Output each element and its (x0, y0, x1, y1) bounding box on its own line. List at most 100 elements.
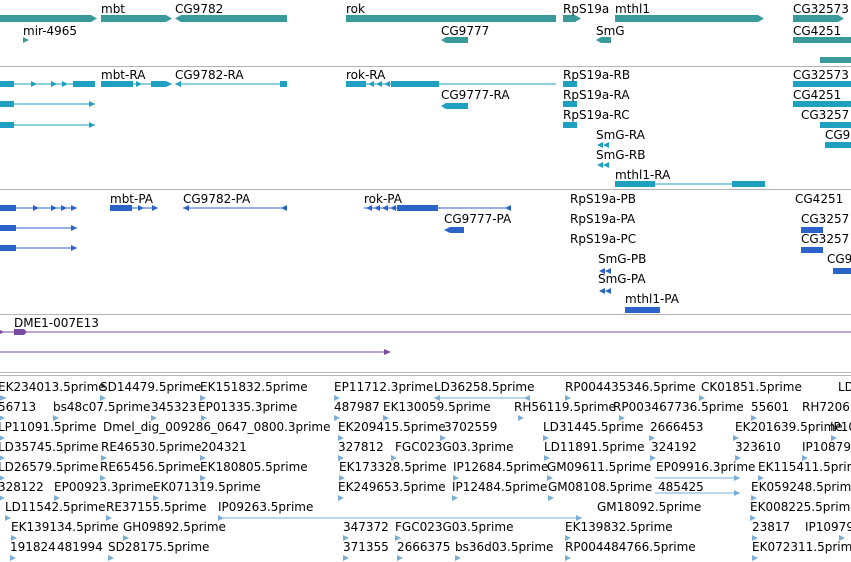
est-label[interactable]: bs48c07.5prime (53, 400, 151, 414)
gene-label[interactable]: RpS19a (563, 2, 610, 16)
gene-feature[interactable] (563, 15, 581, 22)
est-label[interactable]: EK139134.5prime (11, 520, 119, 534)
est-label[interactable]: 2666453 (650, 420, 704, 434)
est-label[interactable]: IP12484.5prime (452, 480, 548, 494)
protein-label[interactable]: RpS19a-PA (570, 212, 636, 226)
est-label[interactable]: IP10879 (802, 440, 851, 454)
est-label[interactable]: EP09916.3prime (656, 460, 756, 474)
est-label[interactable]: 345323 (151, 400, 197, 414)
est-label[interactable]: RP003467736.5prime (613, 400, 744, 414)
est-label[interactable]: 324192 (651, 440, 697, 454)
protein-label[interactable]: RpS19a-PC (570, 232, 637, 246)
gene-feature[interactable] (346, 15, 556, 22)
transcript-label[interactable]: SmG-RA (596, 128, 645, 142)
est-label[interactable]: LP11091.5prime (0, 420, 97, 434)
est-label[interactable]: EK201639.5prime (735, 420, 843, 434)
est-label[interactable]: EK234013.5prime (0, 380, 106, 394)
est-label[interactable]: GM08108.5prime (548, 480, 653, 494)
gene-feature[interactable] (820, 57, 851, 63)
est-label[interactable]: 204321 (201, 440, 247, 454)
transcript-label[interactable]: RpS19a-RA (563, 88, 630, 102)
est-label[interactable]: IP09263.5prime (218, 500, 314, 514)
est-label[interactable]: bs36d03.5prime (455, 540, 554, 554)
gene-label[interactable]: CG32573 (793, 2, 849, 16)
est-label[interactable]: RE65456.5prime (100, 460, 201, 474)
est-label[interactable]: 487987 (334, 400, 380, 414)
est-label[interactable]: GM18092.5prime (597, 500, 702, 514)
est-label[interactable]: EP00923.3prime (54, 480, 154, 494)
est-label[interactable]: 23817 (752, 520, 791, 534)
est-label[interactable]: GM09611.5prime (547, 460, 652, 474)
est-label[interactable]: 347372 (343, 520, 389, 534)
est-label[interactable]: RH7206 (802, 400, 850, 414)
transcript-label[interactable]: RpS19a-RC (563, 108, 630, 122)
est-label[interactable]: LD11891.5prime (544, 440, 645, 454)
est-label[interactable]: LD (838, 380, 851, 394)
est-label[interactable]: 327812 (338, 440, 384, 454)
protein-label[interactable]: CG9782-PA (183, 192, 251, 206)
gene-feature[interactable] (175, 15, 287, 22)
transcript-label[interactable]: RpS19a-RB (563, 68, 631, 82)
est-label[interactable]: 2666375 (397, 540, 451, 554)
est-label[interactable]: FGC023G03.5prime (395, 520, 514, 534)
gene-label[interactable]: CG9782 (175, 2, 224, 16)
transcript-label[interactable]: rok-RA (346, 68, 386, 82)
transcript-label[interactable]: CG9782-RA (175, 68, 244, 82)
gene-feature[interactable] (793, 15, 844, 22)
gene-feature[interactable] (101, 15, 172, 22)
est-label[interactable]: 56713 (0, 400, 37, 414)
est-label[interactable]: 323610 (735, 440, 781, 454)
transcript-label[interactable]: CG97 (825, 128, 851, 142)
est-label[interactable]: EK071319.5prime (153, 480, 261, 494)
est-label[interactable]: EP01335.3prime (198, 400, 298, 414)
est-label[interactable]: SD28175.5prime (108, 540, 210, 554)
transcript-label[interactable]: CG4251 (793, 88, 842, 102)
est-label[interactable]: LD35745.5prime (0, 440, 99, 454)
est-label[interactable]: EP11712.3prime (334, 380, 434, 394)
gene-feature[interactable] (615, 15, 764, 22)
est-label[interactable]: 328122 (0, 480, 44, 494)
gene-label[interactable]: CG9777 (441, 24, 490, 38)
est-label[interactable]: LD36258.5prime (434, 380, 535, 394)
est-label[interactable]: LD31445.5prime (543, 420, 644, 434)
est-label[interactable]: EK072311.5prime (752, 540, 851, 554)
est-label[interactable]: RP004484766.5prime (565, 540, 696, 554)
est-label[interactable]: RH56119.5prime (514, 400, 616, 414)
est-label[interactable]: 371355 (343, 540, 389, 554)
est-label[interactable]: EK008225.5prime (750, 500, 851, 514)
est-label[interactable]: 191824 (10, 540, 56, 554)
protein-label[interactable]: RpS19a-PB (570, 192, 636, 206)
est-label[interactable]: EK173328.5prime (339, 460, 447, 474)
transcript-label[interactable]: mthl1-RA (615, 168, 671, 182)
est-label[interactable]: 3702559 (444, 420, 498, 434)
est-label[interactable]: SD14479.5prime (100, 380, 202, 394)
gene-label[interactable]: mthl1 (615, 2, 650, 16)
clone-label[interactable]: DME1-007E13 (14, 316, 99, 330)
protein-label[interactable]: mthl1-PA (625, 292, 679, 306)
est-label[interactable]: 55601 (751, 400, 790, 414)
transcript-label[interactable]: CG32573 (793, 68, 849, 82)
est-label[interactable]: CK01851.5prime (701, 380, 802, 394)
est-label[interactable]: EK130059.5prime (383, 400, 491, 414)
protein-label[interactable]: CG3257 (801, 212, 850, 226)
est-label[interactable]: RE46530.5prime (101, 440, 202, 454)
gene-feature[interactable] (0, 15, 97, 22)
protein-label[interactable]: CG4251 (795, 192, 844, 206)
gene-feature[interactable] (441, 37, 468, 43)
est-label[interactable]: EK115411.5prime (758, 460, 851, 474)
gene-label[interactable]: CG4251 (793, 24, 842, 38)
est-label[interactable]: EK059248.5prime (751, 480, 851, 494)
transcript-label[interactable]: CG3257 (801, 108, 850, 122)
est-label[interactable]: 481994 (57, 540, 103, 554)
est-label[interactable]: EK249653.5prime (338, 480, 446, 494)
gene-feature[interactable] (793, 37, 851, 43)
transcript-label[interactable]: CG9777-RA (441, 88, 510, 102)
protein-label[interactable]: SmG-PB (598, 252, 647, 266)
est-label[interactable]: EK151832.5prime (200, 380, 308, 394)
gene-feature[interactable] (596, 37, 611, 43)
protein-label[interactable]: CG3257 (801, 232, 850, 246)
est-label[interactable]: GH09892.5prime (123, 520, 226, 534)
protein-label[interactable]: mbt-PA (110, 192, 154, 206)
transcript-label[interactable]: mbt-RA (101, 68, 146, 82)
est-label[interactable]: IP12684.5prime (453, 460, 549, 474)
